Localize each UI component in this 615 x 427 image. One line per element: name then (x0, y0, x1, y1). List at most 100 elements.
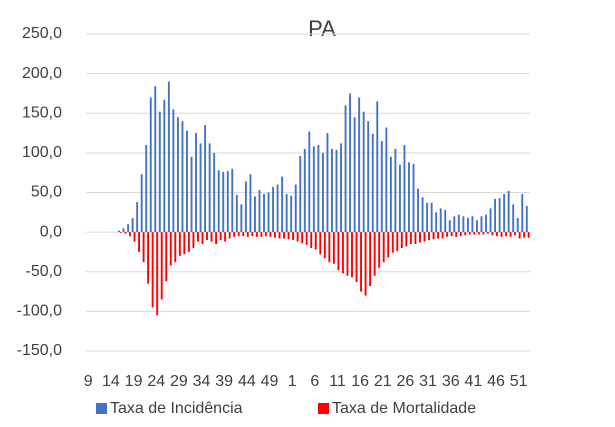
bar (278, 232, 281, 239)
bar (283, 232, 285, 239)
bar (489, 208, 492, 233)
bar (319, 232, 322, 255)
bar (119, 232, 122, 233)
bar (512, 204, 515, 233)
bar (124, 232, 127, 234)
bar (158, 111, 161, 233)
bar (147, 232, 150, 284)
bar (235, 194, 238, 233)
bar (276, 184, 279, 233)
x-tick-label: 24 (147, 373, 165, 390)
x-tick-label: 1 (288, 373, 297, 390)
bar (292, 232, 295, 241)
bar (360, 232, 363, 292)
legend-label: Taxa de Mortalidade (332, 400, 476, 417)
bar (187, 232, 190, 252)
bar (156, 232, 159, 316)
bar (331, 148, 333, 233)
bar (376, 101, 379, 233)
bar (335, 149, 338, 233)
bar (428, 232, 430, 241)
bar (417, 188, 419, 233)
x-tick-label: 11 (329, 373, 346, 390)
bar (405, 232, 408, 247)
bar (136, 202, 139, 233)
bar (473, 232, 476, 235)
bar (127, 224, 130, 233)
bar (437, 232, 440, 239)
x-tick-label: 31 (419, 373, 437, 390)
bar (122, 228, 125, 233)
bar (446, 232, 449, 237)
bar (192, 232, 195, 248)
x-tick-label: 6 (310, 373, 319, 390)
bar (450, 232, 453, 237)
x-tick-label: 21 (374, 373, 392, 390)
bar (371, 133, 374, 233)
bar (215, 232, 218, 245)
bar (435, 212, 438, 233)
bar (521, 194, 524, 233)
bar (475, 220, 478, 233)
x-tick-label: 34 (193, 373, 211, 390)
y-tick-label: 100,0 (22, 144, 62, 161)
bar (255, 232, 258, 237)
bar (176, 117, 179, 233)
bar (400, 232, 403, 248)
bar (264, 232, 267, 237)
bar (414, 232, 417, 245)
bar (314, 232, 317, 250)
x-tick-label: 51 (510, 373, 528, 390)
bar (263, 194, 265, 233)
bar (394, 148, 397, 233)
bar (186, 130, 188, 233)
x-tick-label: 49 (261, 373, 279, 390)
bar (466, 217, 469, 233)
bar (341, 232, 344, 274)
bar (462, 216, 465, 233)
bar (251, 232, 254, 237)
bar (244, 181, 247, 233)
bar (344, 105, 347, 233)
bar (160, 232, 163, 300)
bar (253, 196, 256, 233)
bar (448, 220, 451, 233)
bar (151, 232, 154, 308)
bar (391, 232, 394, 253)
bar (174, 232, 177, 263)
bar (505, 232, 507, 237)
y-tick-label: -150,0 (17, 342, 62, 359)
bar (260, 232, 263, 237)
bar (480, 216, 483, 233)
bar (355, 232, 358, 283)
bar (299, 156, 302, 233)
bar (518, 232, 521, 239)
bar (312, 146, 315, 233)
bar (228, 232, 231, 239)
bar (249, 174, 252, 233)
bar (308, 131, 311, 233)
bar (491, 232, 494, 236)
bar (301, 232, 304, 244)
bar (432, 232, 435, 240)
bar (190, 156, 193, 233)
bar (409, 232, 412, 245)
bar (353, 117, 356, 233)
bar (140, 174, 143, 233)
bar (138, 232, 141, 252)
bar (362, 111, 365, 233)
bar (285, 194, 288, 233)
bar (430, 202, 433, 233)
bar (389, 156, 392, 233)
bar (337, 232, 340, 271)
x-tick-label: 14 (102, 373, 120, 390)
bar (131, 217, 134, 233)
bar (457, 214, 460, 233)
bar (281, 176, 284, 233)
bar (328, 232, 331, 263)
x-tick-label: 36 (442, 373, 460, 390)
bar (242, 232, 245, 237)
y-tick-label: 0,0 (40, 223, 62, 240)
x-tick-label: 16 (351, 373, 369, 390)
